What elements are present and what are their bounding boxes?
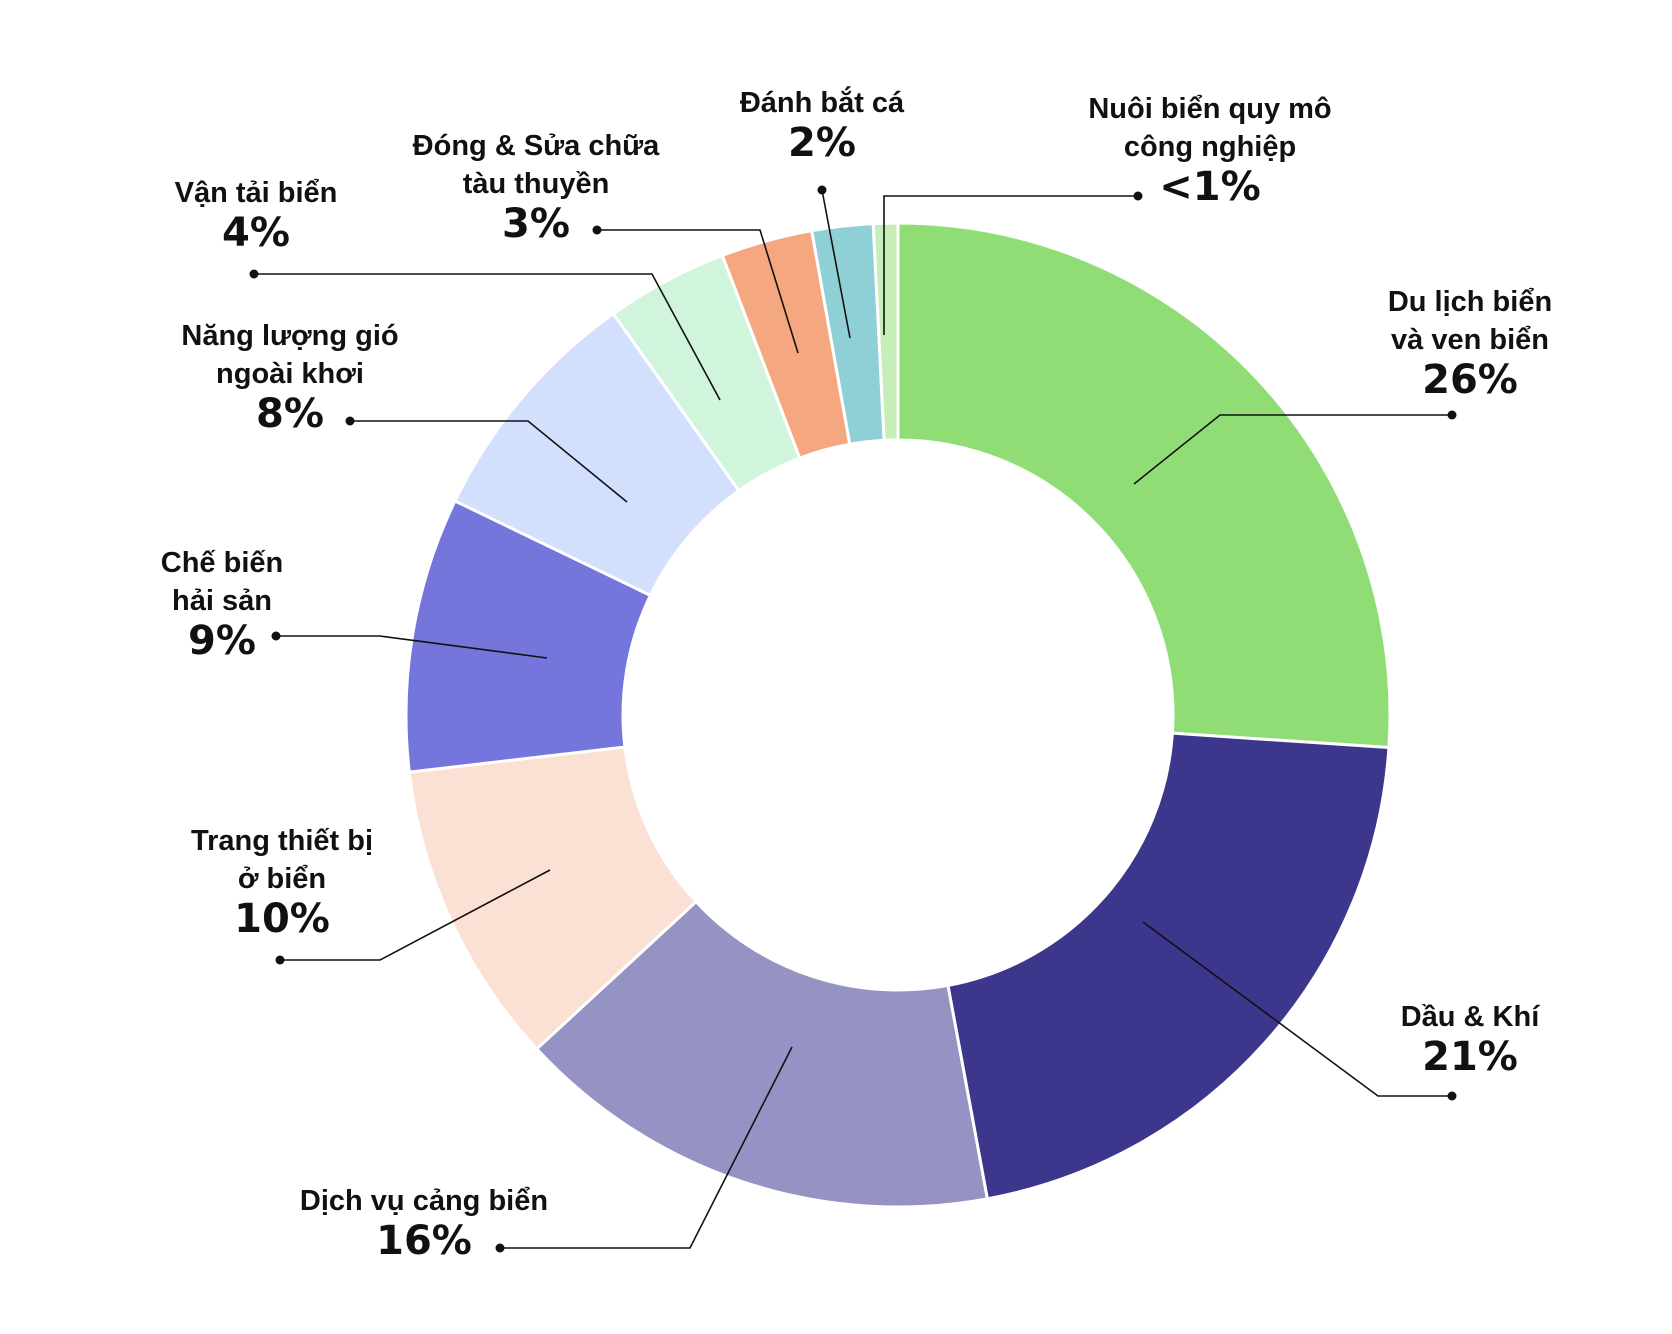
slice-label-7-line-1: tàu thuyền bbox=[463, 168, 610, 200]
leader-line-2 bbox=[500, 1046, 793, 1249]
leader-line-9 bbox=[883, 195, 1138, 335]
leader-dot-1 bbox=[1447, 1091, 1457, 1101]
slice-1 bbox=[946, 731, 1391, 1201]
slice-0 bbox=[896, 221, 1392, 750]
leader-dot-8 bbox=[817, 185, 827, 195]
slice-label-8-line-0: Đánh bắt cá bbox=[740, 85, 905, 119]
leader-line-7 bbox=[597, 229, 799, 354]
slice-value-9: <1% bbox=[1159, 164, 1260, 210]
slice-label-0-line-1: và ven biển bbox=[1391, 324, 1549, 356]
slice-value-8: 2% bbox=[788, 120, 856, 166]
leader-dot-6 bbox=[249, 269, 259, 279]
slice-2 bbox=[534, 899, 990, 1209]
slice-value-4: 9% bbox=[188, 618, 256, 664]
leader-line-5 bbox=[350, 420, 628, 503]
slice-value-3: 10% bbox=[234, 896, 330, 942]
leader-dot-5 bbox=[345, 416, 355, 426]
leader-line-6 bbox=[254, 273, 721, 401]
slice-value-0: 26% bbox=[1422, 357, 1518, 403]
slice-label-1-line-0: Dầu & Khí bbox=[1401, 1001, 1541, 1033]
leader-dot-7 bbox=[592, 225, 602, 235]
slice-label-7-line-0: Đóng & Sửa chữa bbox=[413, 130, 661, 162]
slice-value-7: 3% bbox=[502, 201, 570, 247]
leader-line-1 bbox=[1142, 921, 1452, 1097]
leader-dot-0 bbox=[1447, 410, 1457, 420]
slice-label-4-line-0: Chế biến bbox=[161, 547, 283, 579]
leader-dot-9 bbox=[1133, 191, 1143, 201]
slices-group bbox=[404, 221, 1392, 1209]
leader-lines-group bbox=[249, 185, 1457, 1253]
slice-label-5-line-1: ngoài khơi bbox=[216, 358, 364, 390]
slice-label-6-line-0: Vận tải biển bbox=[175, 177, 338, 209]
slice-value-6: 4% bbox=[222, 210, 290, 256]
slice-label-9-line-1: công nghiệp bbox=[1124, 131, 1296, 163]
slice-9 bbox=[871, 221, 900, 442]
leader-dot-3 bbox=[275, 955, 285, 965]
leader-line-0 bbox=[1133, 414, 1452, 485]
leader-line-8 bbox=[821, 189, 851, 339]
leader-dot-4 bbox=[271, 631, 281, 641]
slice-value-1: 21% bbox=[1422, 1034, 1518, 1080]
slice-label-3-line-1: ở biển bbox=[238, 863, 326, 895]
slice-value-5: 8% bbox=[256, 391, 324, 437]
slice-label-0-line-0: Du lịch biển bbox=[1388, 286, 1552, 318]
leader-line-3 bbox=[280, 869, 551, 961]
slice-label-3-line-0: Trang thiết bị bbox=[191, 825, 373, 857]
slice-value-2: 16% bbox=[376, 1218, 472, 1264]
leader-dot-2 bbox=[495, 1243, 505, 1253]
slice-label-2-line-0: Dịch vụ cảng biển bbox=[300, 1185, 548, 1217]
slice-label-5-line-0: Năng lượng gió bbox=[181, 320, 398, 352]
slice-label-4-line-1: hải sản bbox=[172, 585, 272, 617]
leader-line-4 bbox=[276, 635, 548, 659]
slice-label-9-line-0: Nuôi biển quy mô bbox=[1088, 93, 1331, 125]
